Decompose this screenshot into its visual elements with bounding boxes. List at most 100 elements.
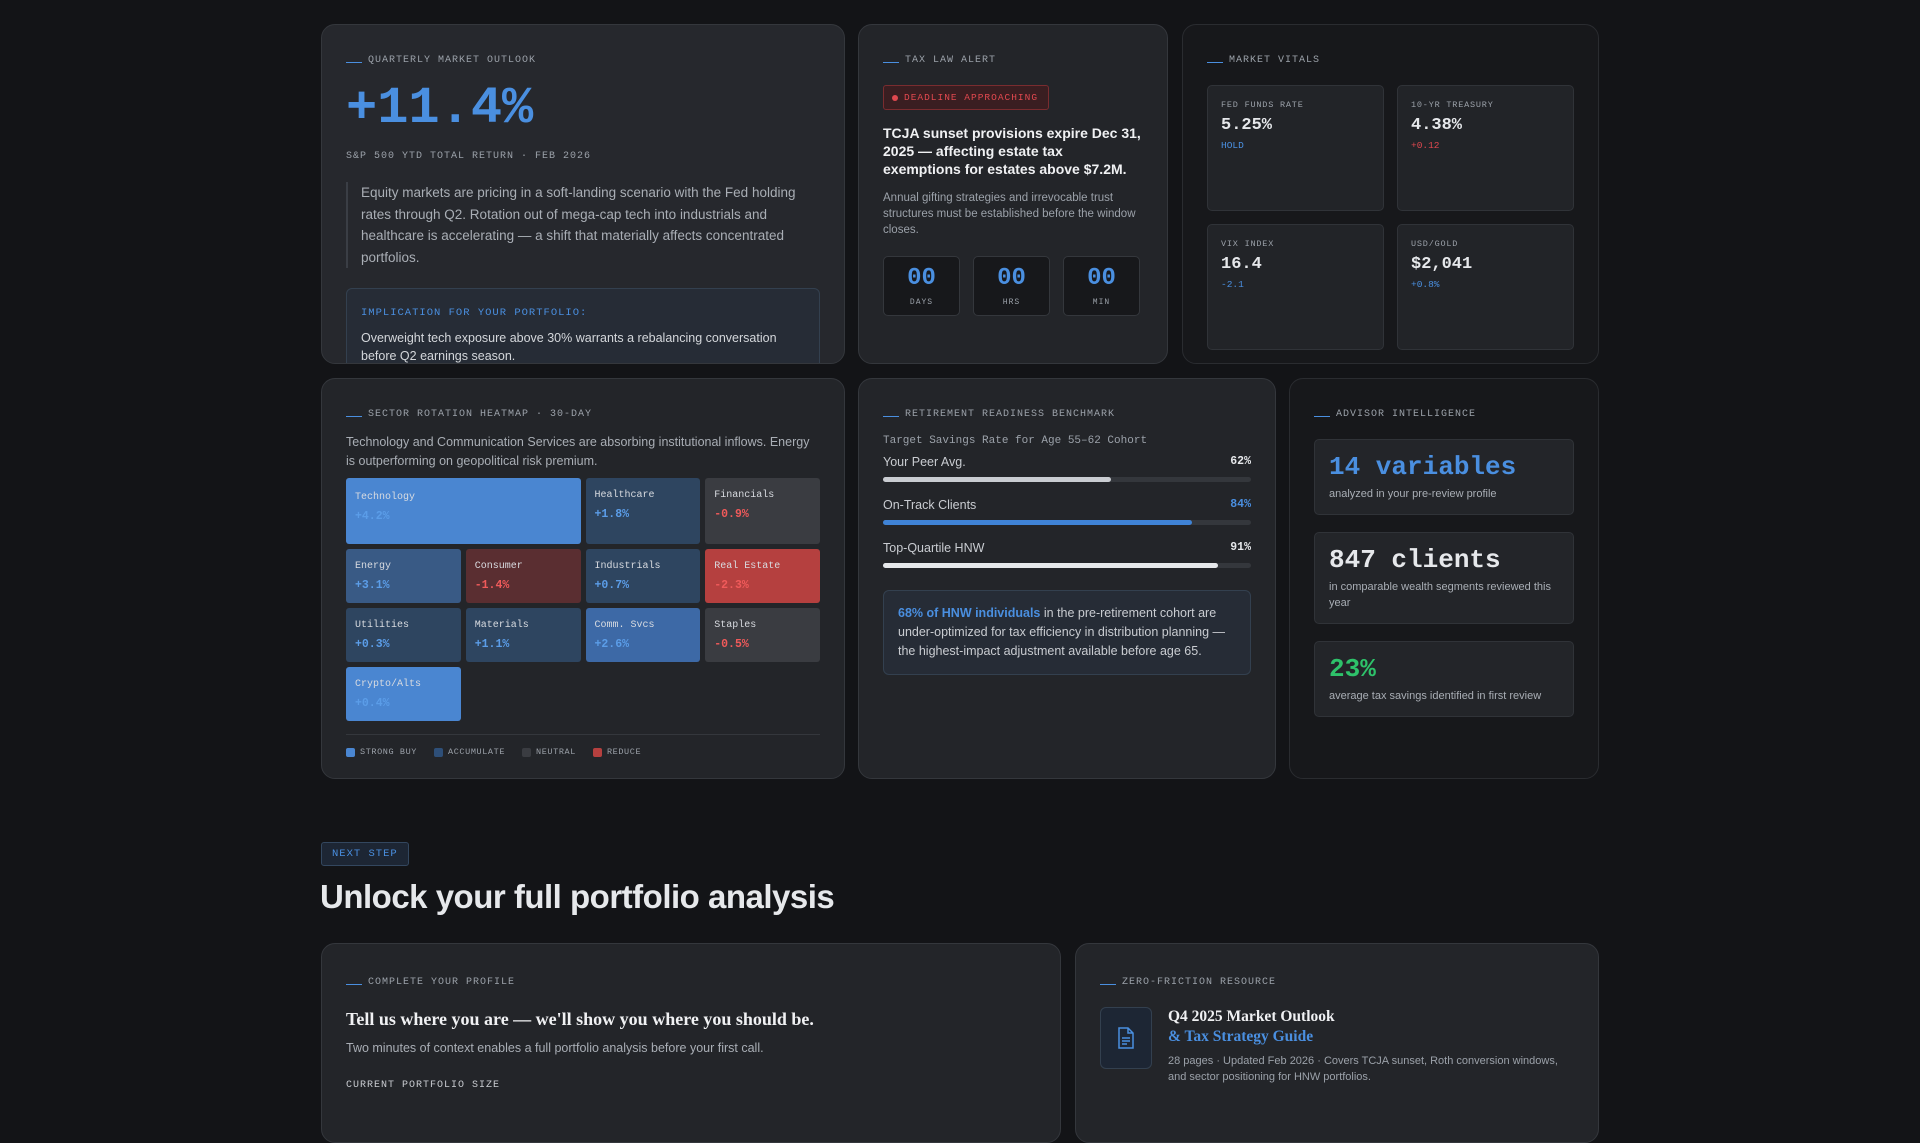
stat-text: in comparable wealth segments reviewed t… (1329, 581, 1551, 609)
bar (883, 477, 1112, 482)
sector-name: Staples (714, 620, 757, 631)
next-step-heading: Unlock your full portfolio analysis (320, 878, 835, 915)
resource-title-highlight: & Tax Strategy Guide (1168, 1028, 1314, 1045)
sector-change: +0.3% (355, 638, 390, 651)
legend-swatch (522, 747, 532, 757)
legend-item: NEUTRAL (522, 747, 576, 757)
sector-change: -2.3% (714, 579, 749, 592)
benchmark-bars: Your Peer Avg. 62% On-Track Clients 84% Top-… (883, 455, 1251, 568)
sector-tile: Healthcare +1.8% (585, 478, 701, 544)
sector-tile: Crypto/Alts +0.4% (346, 667, 461, 721)
sector-name: Energy (355, 561, 392, 572)
vital-change: HOLD (1221, 140, 1244, 151)
heatmap-intro: Technology and Communication Services ar… (346, 435, 810, 468)
legend-swatch (434, 747, 444, 757)
legend-label: NEUTRAL (536, 747, 576, 757)
heatmap-card: SECTOR ROTATION HEATMAP · 30-DAY Technol… (321, 378, 845, 779)
sector-tile: Consumer -1.4% (465, 549, 581, 603)
vital-box: 10-YR TREASURY 4.38% +0.12 (1397, 85, 1574, 211)
vitals-card: MARKET VITALS FED FUNDS RATE 5.25% HOLD 10-… (1182, 24, 1599, 364)
countdown-unit: HRS (1002, 298, 1021, 307)
sector-change: +3.1% (355, 579, 390, 592)
card-label: QUARTERLY MARKET OUTLOOK (346, 53, 820, 67)
countdown-value: 00 (1087, 265, 1116, 292)
sector-tile: Comm. Svcs +2.6% (585, 608, 701, 662)
countdown-unit: DAYS (909, 298, 934, 307)
sector-tile: Industrials +0.7% (585, 549, 701, 603)
legend-label: ACCUMULATE (448, 747, 506, 757)
resource-text: Q4 2025 Market Outlook & Tax Strategy Gu… (1168, 1007, 1574, 1085)
sector-name: Industrials (594, 561, 661, 572)
page-body: QUARTERLY MARKET OUTLOOK +11.4% S&P 500 … (0, 0, 1920, 1080)
deadline-badge: DEADLINE APPROACHING (883, 85, 1050, 110)
legend-label: STRONG BUY (360, 747, 418, 757)
implication-text: Overweight tech exposure above 30% warra… (361, 331, 777, 363)
vital-box: VIX INDEX 16.4 -2.1 (1207, 224, 1384, 350)
note-text: in the pre-retirement cohort are under-o… (898, 606, 1226, 658)
bar (883, 563, 1218, 568)
countdown-unit: MIN (1092, 298, 1111, 307)
card-label: SECTOR ROTATION HEATMAP · 30-DAY (346, 407, 820, 421)
bar (883, 520, 1193, 525)
stat-box: 14 variables analyzed in your pre-review … (1314, 439, 1574, 515)
vital-change: +0.8% (1411, 279, 1440, 290)
profile-text: Two minutes of context enables a full po… (346, 1041, 764, 1055)
benchmark-subtitle: Target Savings Rate for Age 55–62 Cohort (883, 435, 1148, 447)
countdown-box: 00 HRS (973, 256, 1050, 316)
sector-tile: Utilities +0.3% (346, 608, 461, 662)
next-step-badge: NEXT STEP (321, 842, 409, 866)
bar-head: On-Track Clients 84% (883, 498, 1251, 512)
bar-label: On-Track Clients (883, 498, 977, 512)
vital-value: $2,041 (1411, 255, 1473, 274)
sector-change: +1.1% (474, 638, 510, 651)
sector-tile: Technology +4.2% (346, 478, 581, 544)
benchmark-row: On-Track Clients 84% (883, 498, 1251, 525)
sector-name: Healthcare (594, 490, 655, 501)
outlook-card: QUARTERLY MARKET OUTLOOK +11.4% S&P 500 … (321, 24, 845, 364)
field-label: CURRENT PORTFOLIO SIZE (346, 1080, 501, 1091)
sector-name: Real Estate (714, 561, 781, 572)
sector-name: Technology (355, 492, 416, 503)
stat-figure: 23% (1329, 654, 1376, 684)
legend-item: REDUCE (592, 747, 641, 757)
outlook-body: Equity markets are pricing in a soft-lan… (346, 182, 820, 268)
alert-headline: TCJA sunset provisions expire Dec 31, 20… (883, 125, 1141, 177)
bar-label: Your Peer Avg. (883, 455, 966, 469)
stat-figure: 847 clients (1329, 545, 1501, 575)
legend-swatch (346, 747, 355, 757)
sector-name: Consumer (474, 561, 523, 572)
bar-track (883, 477, 1251, 482)
stat-text: average tax savings identified in first … (1329, 690, 1542, 702)
legend-item: STRONG BUY (346, 747, 417, 757)
implication-box: IMPLICATION FOR YOUR PORTFOLIO: Overweig… (346, 288, 820, 363)
sector-name: Materials (474, 620, 529, 631)
profile-heading: Tell us where you are — we'll show you w… (346, 1009, 814, 1029)
bar-value-label: 62% (1230, 455, 1251, 468)
bar-label: Top-Quartile HNW (883, 541, 985, 555)
resource-row: Q4 2025 Market Outlook & Tax Strategy Gu… (1100, 1007, 1574, 1085)
sector-name: Crypto/Alts (355, 679, 422, 690)
sector-change: +2.6% (594, 638, 630, 651)
document-icon (1100, 1007, 1152, 1069)
sector-tile: Materials +1.1% (465, 608, 581, 662)
legend-swatch (592, 747, 602, 757)
vital-name: VIX INDEX (1221, 239, 1275, 249)
vital-box: USD/GOLD $2,041 +0.8% (1397, 224, 1574, 350)
advisor-stats: 14 variables analyzed in your pre-review … (1314, 439, 1574, 717)
bar-value-label: 91% (1230, 541, 1251, 554)
stat-box: 23% average tax savings identified in fir… (1314, 641, 1574, 717)
sector-tile: Energy +3.1% (346, 549, 461, 603)
card-label: TAX LAW ALERT (883, 53, 1143, 67)
vital-change: -2.1 (1221, 279, 1244, 290)
stat-figure: 14 variables (1329, 452, 1517, 482)
card-label: ZERO-FRICTION RESOURCE (1100, 975, 1574, 989)
document-glyph (1118, 1027, 1134, 1049)
sector-change: -1.4% (474, 579, 510, 592)
bar-track (883, 563, 1251, 568)
implication-title: IMPLICATION FOR YOUR PORTFOLIO: (361, 307, 588, 319)
sector-change: -0.5% (714, 638, 749, 651)
retirement-card: RETIREMENT READINESS BENCHMARK Target Sa… (858, 378, 1276, 779)
advisor-card: ADVISOR INTELLIGENCE 14 variables analyze… (1289, 378, 1599, 779)
sector-change: +4.2% (355, 510, 390, 523)
vital-name: 10-YR TREASURY (1411, 100, 1494, 110)
